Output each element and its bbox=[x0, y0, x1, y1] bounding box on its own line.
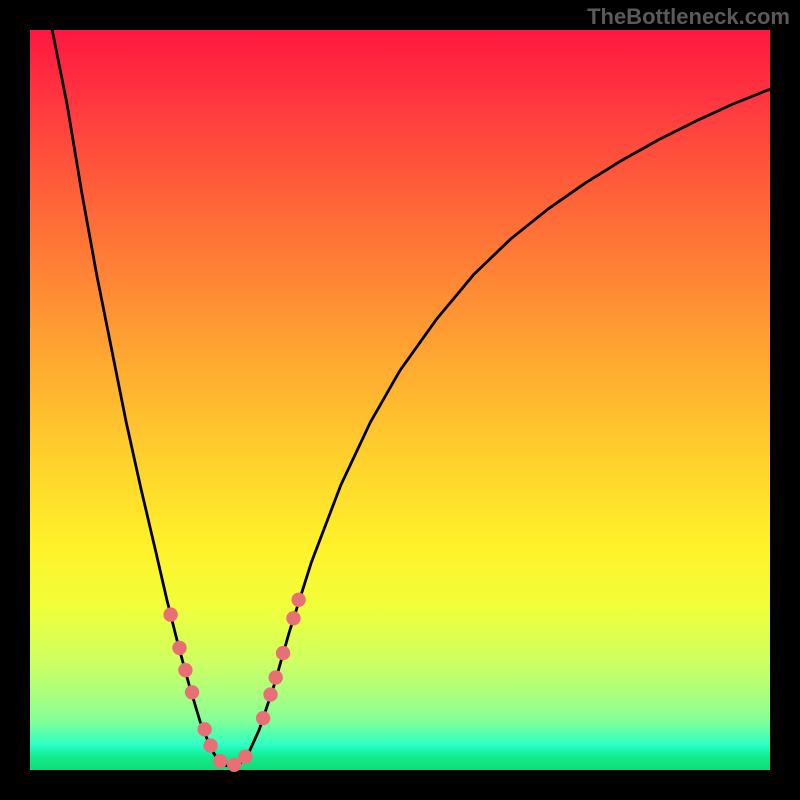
data-marker bbox=[286, 611, 300, 625]
data-marker bbox=[185, 685, 199, 699]
data-marker bbox=[203, 738, 217, 752]
data-marker bbox=[163, 607, 177, 621]
data-marker bbox=[238, 749, 252, 763]
data-marker bbox=[172, 641, 186, 655]
data-marker bbox=[276, 646, 290, 660]
watermark-text: TheBottleneck.com bbox=[587, 4, 790, 30]
data-marker bbox=[268, 670, 282, 684]
data-marker bbox=[197, 722, 211, 736]
data-marker bbox=[256, 711, 270, 725]
data-marker bbox=[263, 687, 277, 701]
chart-svg bbox=[0, 0, 800, 800]
data-marker bbox=[213, 754, 227, 768]
data-marker bbox=[291, 593, 305, 607]
bottleneck-chart: TheBottleneck.com bbox=[0, 0, 800, 800]
data-marker bbox=[178, 663, 192, 677]
